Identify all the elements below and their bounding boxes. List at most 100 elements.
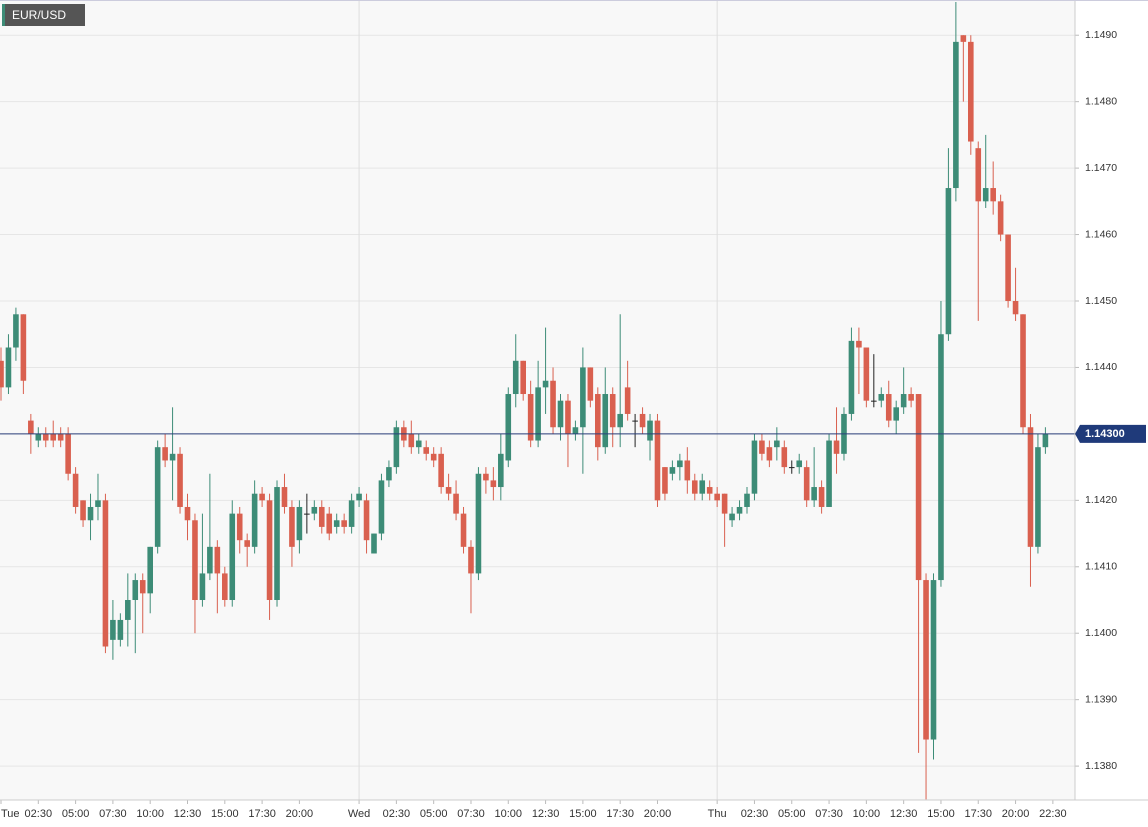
candle-body — [192, 520, 198, 600]
candle-body — [744, 493, 750, 507]
x-tick-label: 12:30 — [890, 808, 918, 820]
candle-body — [982, 188, 989, 202]
candle-body — [833, 440, 840, 454]
candle-body — [117, 619, 124, 640]
candle-body — [490, 480, 497, 488]
candle-body — [706, 487, 713, 494]
candle-body — [87, 506, 94, 521]
candle-body — [154, 447, 161, 547]
candle-body — [498, 453, 504, 488]
candle-body — [691, 480, 698, 494]
y-tick-label: 1.1480 — [1085, 95, 1117, 107]
y-tick-label: 1.1390 — [1085, 693, 1117, 705]
candle-body — [796, 460, 803, 468]
candle-body — [341, 520, 347, 527]
candle-body — [169, 453, 176, 461]
top-border — [0, 0, 1148, 1]
candle-body — [878, 394, 885, 401]
candle-body — [1027, 427, 1034, 547]
x-tick-label: 07:30 — [99, 808, 127, 820]
candle-body — [348, 500, 355, 527]
candle-body — [572, 427, 579, 434]
x-tick-label: 20:00 — [1002, 808, 1030, 820]
candle-body — [766, 447, 773, 461]
candle-body — [542, 380, 549, 388]
x-tick-label: Thu — [708, 808, 727, 820]
candle-body — [244, 540, 250, 547]
x-tick-label: 22:30 — [1039, 808, 1067, 820]
y-tick-label: 1.1450 — [1085, 295, 1117, 307]
candle-body — [72, 473, 79, 507]
candle-body — [848, 340, 855, 414]
candle-body — [788, 467, 795, 469]
candle-body — [654, 420, 661, 501]
candle-body — [274, 487, 280, 600]
candle-body — [885, 394, 892, 421]
candle-body — [483, 473, 489, 481]
y-tick-label: 1.1460 — [1085, 228, 1117, 240]
candle-body — [871, 400, 877, 402]
candle-body — [65, 433, 71, 474]
candle-body — [214, 546, 221, 574]
candle-body — [266, 500, 273, 600]
candle-body — [997, 201, 1004, 235]
candle-body — [863, 347, 870, 401]
candle-body — [535, 387, 541, 441]
candle-body — [296, 506, 303, 541]
candle-body — [423, 447, 430, 454]
candle-body — [415, 440, 422, 448]
x-tick-label: Wed — [348, 808, 370, 820]
candle-body — [669, 467, 676, 474]
candle-body — [1035, 447, 1041, 547]
candle-body — [714, 493, 720, 501]
candle-body — [20, 314, 27, 381]
candle-body — [557, 400, 564, 428]
x-tick-label: 07:30 — [815, 808, 843, 820]
candle-body — [386, 467, 392, 481]
candle-body — [587, 367, 594, 401]
candle-body — [677, 460, 683, 468]
candle-body — [512, 360, 519, 395]
candle-body — [28, 420, 34, 434]
candle-body — [617, 413, 623, 428]
x-tick-label: 05:00 — [420, 808, 448, 820]
last-price-tag — [1075, 424, 1146, 443]
candle-body — [147, 546, 153, 594]
candle-body — [363, 500, 370, 541]
candle-body — [580, 367, 586, 428]
candle-body — [602, 394, 609, 448]
x-tick-label: 17:30 — [606, 808, 634, 820]
candle-body — [975, 148, 982, 202]
candle-body — [132, 580, 139, 600]
candle-body — [930, 580, 937, 740]
candle-body — [102, 500, 109, 647]
candle-body — [624, 387, 631, 414]
candle-body — [915, 394, 922, 581]
candle-body — [318, 506, 325, 527]
candle-body — [430, 453, 437, 461]
candle-body — [438, 453, 444, 488]
candle-body — [721, 493, 728, 514]
x-tick-label: 15:00 — [927, 808, 955, 820]
candle-body — [42, 433, 49, 441]
candle-body — [13, 314, 19, 348]
y-tick-label: 1.1400 — [1085, 627, 1117, 639]
y-tick-label: 1.1470 — [1085, 162, 1117, 174]
x-tick-label: 02:30 — [25, 808, 53, 820]
last-price-label: 1.14300 — [1085, 428, 1125, 440]
candle-body — [811, 487, 817, 501]
candle-body — [953, 41, 959, 189]
candle-body — [1042, 433, 1049, 448]
x-tick-label: 15:00 — [211, 808, 239, 820]
x-tick-label: 02:30 — [741, 808, 769, 820]
candle-body — [923, 580, 929, 740]
candle-body — [1005, 234, 1011, 301]
candle-body — [729, 513, 735, 521]
candle-body — [900, 394, 907, 408]
candle-body — [408, 433, 415, 448]
candle-body — [95, 500, 101, 507]
candle-body — [774, 440, 780, 448]
candle-body — [609, 394, 616, 428]
candle-body — [945, 188, 952, 335]
